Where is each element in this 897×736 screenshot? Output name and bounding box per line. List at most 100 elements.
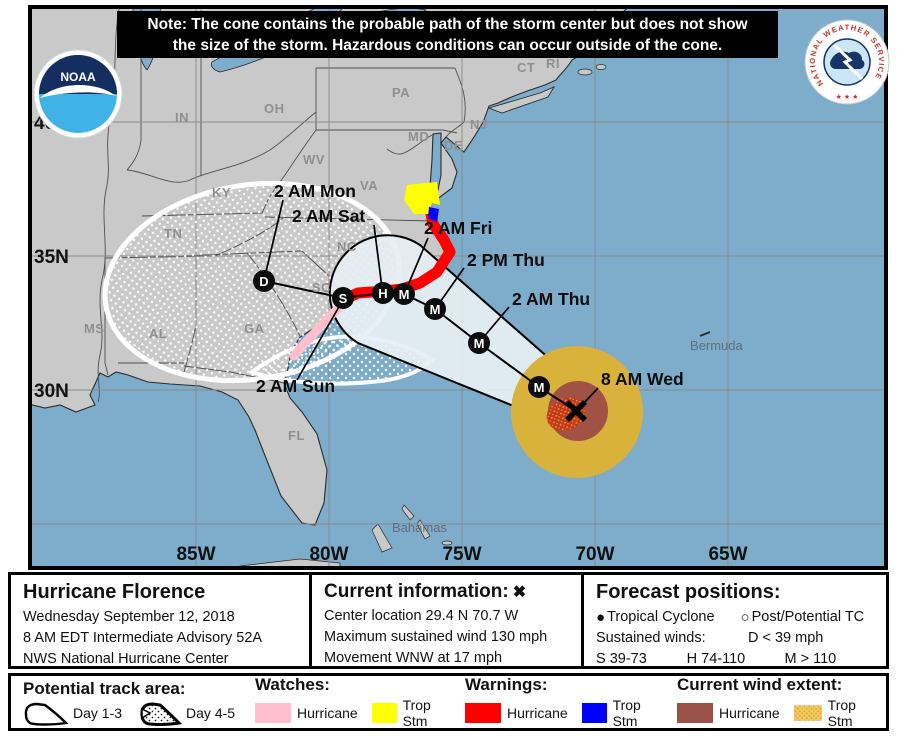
state-label-tn: TN xyxy=(164,226,182,241)
forecast-positions-title: Forecast positions: xyxy=(596,581,781,603)
lon-label-65w: 65W xyxy=(708,544,747,565)
forecast-marker-letter: M xyxy=(534,380,545,395)
lon-label-80w: 80W xyxy=(309,544,348,565)
label-2am-thu: 2 AM Thu xyxy=(512,289,590,309)
advisory-info-panel: Hurricane Florence Wednesday September 1… xyxy=(8,572,889,688)
place-label-bermuda: Bermuda xyxy=(690,338,744,353)
state-label-al: AL xyxy=(149,326,167,341)
nantucket-island xyxy=(595,64,607,70)
tropstm-extent-swatch xyxy=(793,705,822,721)
max-sustained-wind: Maximum sustained wind 130 mph xyxy=(324,629,548,645)
current-info-title: Current information: xyxy=(324,581,509,602)
label-2am-fri: 2 AM Fri xyxy=(424,218,492,238)
state-label-wv: WV xyxy=(303,152,325,167)
day13-label: Day 1-3 xyxy=(73,705,123,721)
current-position-x-icon: ✖ xyxy=(512,584,527,601)
forecast-marker-letter: S xyxy=(339,291,348,306)
legend-watches-group: Watches: Hurricane Trop Stm xyxy=(243,675,453,729)
lat-label-30n: 30N xyxy=(34,381,69,402)
lon-label-70w: 70W xyxy=(575,544,614,565)
map-canvas: M M M M H S D 8 AM Wed 2 AM Thu 2 PM Thu… xyxy=(28,5,888,570)
tropical-storm-watch-area xyxy=(404,182,440,214)
lon-label-85w: 85W xyxy=(176,544,215,565)
bahama-cay xyxy=(441,540,453,546)
hurricane-warning-label: Hurricane xyxy=(507,705,568,721)
post-potential-tc-circle-icon: ○ xyxy=(740,609,750,626)
storm-name: Hurricane Florence xyxy=(23,581,206,603)
track-area-title: Potential track area: xyxy=(23,678,186,698)
current-information-section: Current information: ✖ Center location 29… xyxy=(309,575,581,666)
noaa-logo: NOAA xyxy=(33,49,123,139)
cone-note-banner: Note: The cone contains the probable pat… xyxy=(117,11,778,58)
state-label-ct: CT xyxy=(517,60,535,75)
state-label-ri: RI xyxy=(546,56,560,71)
label-current-time: 8 AM Wed xyxy=(601,369,684,389)
state-label-ga: GA xyxy=(244,321,265,336)
tropstm-warning-swatch xyxy=(581,703,607,723)
state-label-ky: KY xyxy=(212,185,231,200)
hurricane-warning-swatch xyxy=(465,703,501,723)
legend-wind-extent-group: Current wind extent: Hurricane xyxy=(665,675,886,729)
forecast-cone-map: M M M M H S D 8 AM Wed 2 AM Thu 2 PM Thu… xyxy=(28,5,890,570)
note-line2: the size of the storm. Hazardous conditi… xyxy=(172,37,723,54)
watches-title: Watches: xyxy=(255,675,330,694)
noaa-logo-text: NOAA xyxy=(60,70,96,84)
legend-track-area-group: Potential track area: Day 1-3 Day 4-5 xyxy=(11,679,243,726)
tropical-storm-warning-area xyxy=(428,207,439,222)
state-label-de: DE xyxy=(444,138,463,153)
post-potential-tc-label: Post/Potential TC xyxy=(751,609,865,625)
forecast-marker-letter: H xyxy=(378,286,387,301)
lat-label-35n: 35N xyxy=(34,247,69,268)
long-island xyxy=(487,86,556,114)
advisory-number: 8 AM EDT Intermediate Advisory 52A xyxy=(23,630,263,646)
cape-cod-island xyxy=(577,68,593,76)
forecast-marker-letter: M xyxy=(474,336,485,351)
cone-day45-icon xyxy=(140,701,183,726)
andros-island xyxy=(371,523,393,553)
hurricane-extent-label: Hurricane xyxy=(719,705,780,721)
track-time-labels: 8 AM Wed 2 AM Thu 2 PM Thu 2 AM Fri 2 AM… xyxy=(256,181,684,396)
state-label-ms: MS xyxy=(84,321,105,336)
forecast-positions-section: Forecast positions: ● Tropical Cyclone ○… xyxy=(581,575,886,688)
hurricane-watch-swatch xyxy=(255,703,291,723)
center-location: Center location 29.4 N 70.7 W xyxy=(324,608,519,624)
state-label-sc: SC xyxy=(312,280,331,295)
wind-extent-core-stipple xyxy=(546,397,586,431)
tropstm-warning-label: Trop Stm xyxy=(612,697,641,729)
state-label-fl: FL xyxy=(288,428,305,443)
hurricane-warning-band xyxy=(339,208,456,305)
nws-logo-stars: ★ ★ ★ xyxy=(836,93,859,101)
day45-label: Day 4-5 xyxy=(186,705,236,721)
place-label-bahamas: Bahamas xyxy=(392,520,447,535)
tropical-cyclone-dot-icon: ● xyxy=(596,609,606,626)
map-border xyxy=(28,5,888,570)
state-label-md: MD xyxy=(408,129,429,144)
map-legend-panel: Potential track area: Day 1-3 Day 4-5 xyxy=(8,673,889,731)
label-2am-sat: 2 AM Sat xyxy=(292,206,365,226)
advisory-date: Wednesday September 12, 2018 xyxy=(23,609,235,625)
forecast-marker-letter: M xyxy=(430,302,441,317)
tropstm-watch-swatch xyxy=(371,703,397,723)
abaco-island xyxy=(401,504,415,521)
state-label-va: VA xyxy=(360,178,378,193)
state-label-pa: PA xyxy=(392,85,410,100)
wind-extent-title: Current wind extent: xyxy=(677,675,843,694)
cone-day13-icon xyxy=(24,702,69,726)
hurricane-watch-label: Hurricane xyxy=(297,705,358,721)
state-label-nc: NC xyxy=(337,239,357,254)
map-layers: M M M M H S D 8 AM Wed 2 AM Thu 2 PM Thu… xyxy=(30,7,886,568)
current-position-x xyxy=(565,400,587,422)
legend-warnings-group: Warnings: Hurricane Trop Stm xyxy=(453,675,665,729)
callout-lines xyxy=(264,199,599,404)
label-2pm-thu: 2 PM Thu xyxy=(467,250,545,270)
agency-name: NWS National Hurricane Center xyxy=(23,651,229,667)
warnings-title: Warnings: xyxy=(465,675,548,694)
state-label-oh: OH xyxy=(264,101,285,116)
note-line1: Note: The cone contains the probable pat… xyxy=(147,16,748,33)
tropical-cyclone-label: Tropical Cyclone xyxy=(607,609,715,625)
forecast-marker-letter: M xyxy=(399,287,410,302)
eleuthera-island xyxy=(416,519,431,540)
tropstm-extent-label: Trop Stm xyxy=(827,697,856,729)
lon-label-75w: 75W xyxy=(442,544,481,565)
